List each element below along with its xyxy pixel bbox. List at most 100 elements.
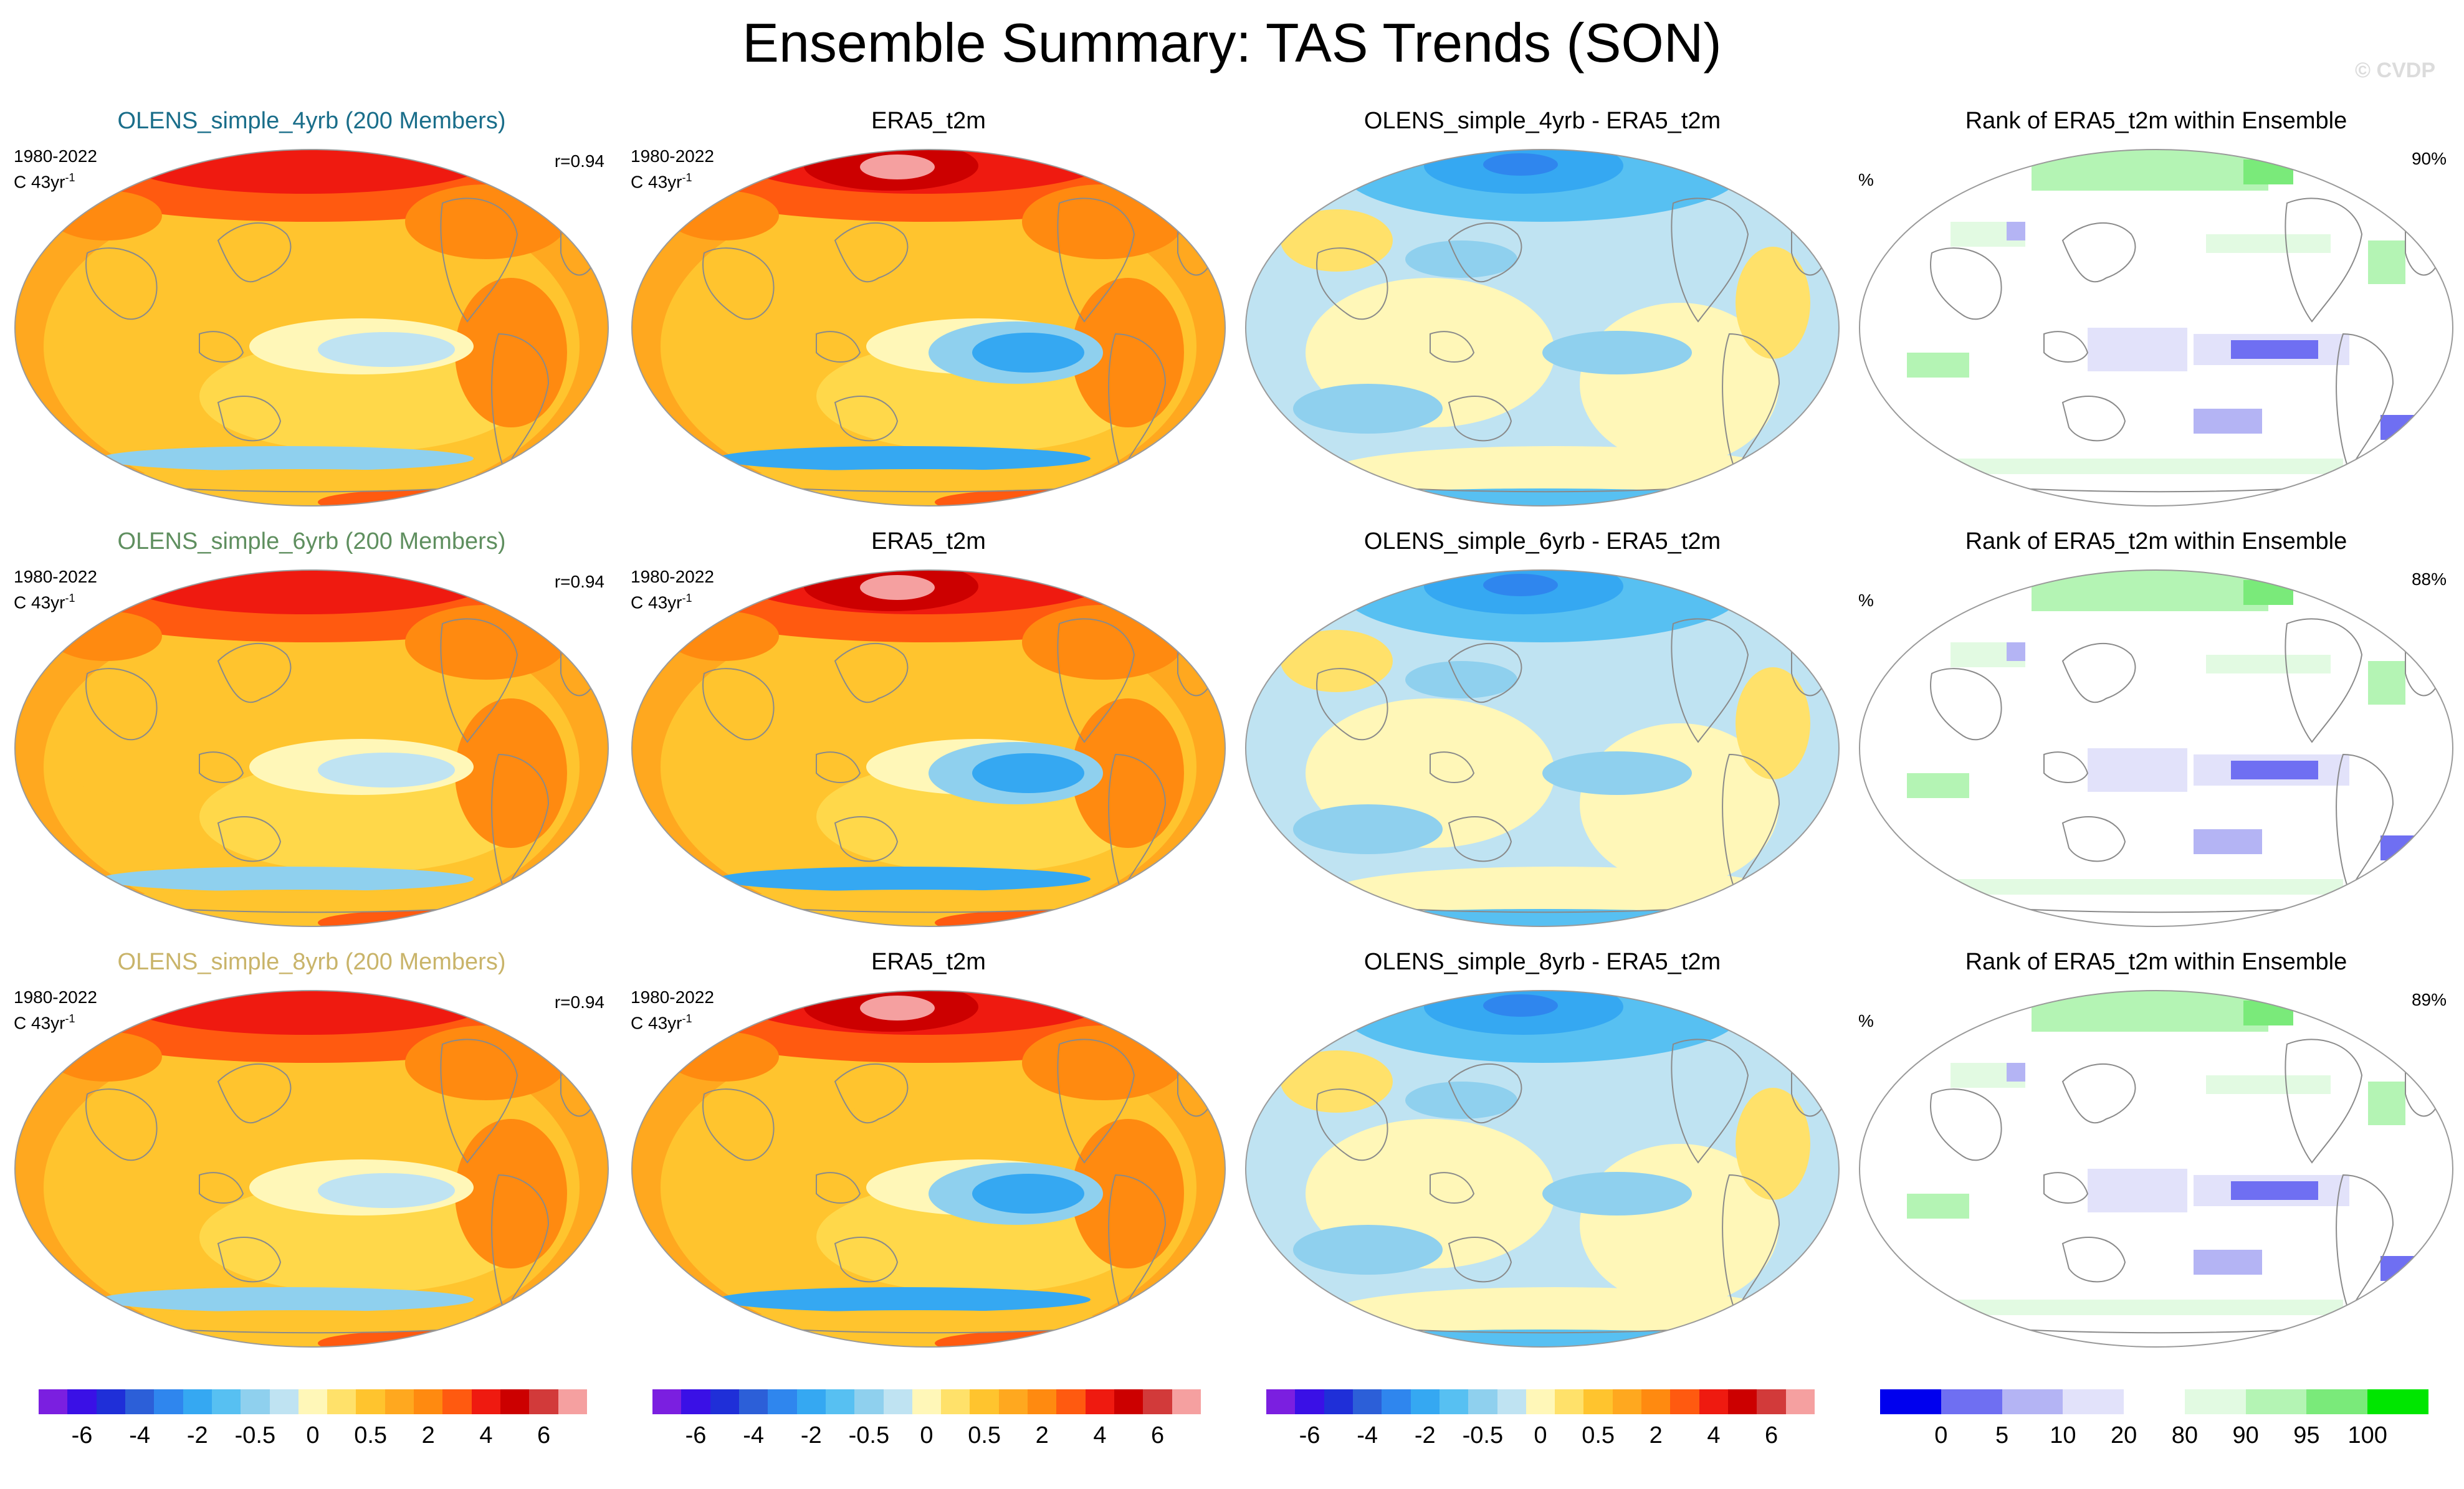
colorbar-tick-label: -4 — [129, 1422, 150, 1449]
colorbar-box — [1382, 1389, 1411, 1414]
colorbar-box — [768, 1389, 797, 1414]
units-text: C 43yr — [14, 592, 65, 612]
colorbar-box — [2002, 1389, 2063, 1414]
percent-unit: % — [1858, 170, 1874, 189]
colorbar-tick-label: -6 — [1299, 1422, 1320, 1449]
colorbar-tick-label: 0.5 — [968, 1422, 1001, 1449]
panel-title: OLENS_simple_6yrb - ERA5_t2m — [1363, 528, 1721, 554]
units-exponent: -1 — [65, 1012, 75, 1025]
colorbar-tick-label: 80 — [2171, 1422, 2199, 1449]
diff-map — [1245, 990, 1840, 1348]
colorbar-box — [1056, 1389, 1086, 1414]
colorbar-tick-label: 90 — [2232, 1422, 2259, 1449]
globe-outline — [14, 569, 609, 927]
colorbar-box — [854, 1389, 884, 1414]
colorbar-box — [183, 1389, 212, 1414]
colorbar-tick-label: 6 — [537, 1422, 551, 1449]
colorbar-box — [500, 1389, 530, 1414]
globe-outline — [631, 569, 1226, 927]
units-label: C 43yr-1 — [631, 167, 692, 193]
colorbar-box — [1526, 1389, 1555, 1414]
colorbar-box — [2367, 1389, 2429, 1414]
trend-colorbar-2: -6 -4 -2 -0.5 0 0.5 2 4 6 — [652, 1389, 1201, 1489]
panel-title: Rank of ERA5_t2m within Ensemble — [1965, 108, 2347, 134]
watermark: © CVDP — [2355, 59, 2435, 82]
colorbar-box — [710, 1389, 739, 1414]
colorbar-tick-label: -6 — [71, 1422, 93, 1449]
trend-colorbar-3: -6 -4 -2 -0.5 0 0.5 2 4 6 — [1266, 1389, 1815, 1489]
colorbar-tick-label: 2 — [421, 1422, 435, 1449]
globe-outline — [14, 990, 609, 1348]
colorbar-tick-label: 2 — [1035, 1422, 1049, 1449]
rank-percentage: 88% — [2411, 569, 2447, 589]
colorbar-box — [442, 1389, 472, 1414]
colorbar-box — [125, 1389, 155, 1414]
colorbar-box — [912, 1389, 942, 1414]
colorbar-box — [1497, 1389, 1526, 1414]
colorbar-box — [1670, 1389, 1699, 1414]
colorbar-tick-label: 2 — [1649, 1422, 1663, 1449]
colorbar-boxes — [652, 1389, 1201, 1414]
colorbar-tick-label: 6 — [1150, 1422, 1165, 1449]
colorbar-box — [883, 1389, 912, 1414]
period-label: 1980-2022 — [631, 987, 714, 1007]
colorbar-tick-label: -0.5 — [1462, 1422, 1504, 1449]
diff-map — [1245, 569, 1840, 927]
units-label: C 43yr-1 — [14, 167, 75, 193]
units-text: C 43yr — [14, 1013, 65, 1033]
colorbar-tick-label: -0.5 — [234, 1422, 276, 1449]
panel-title: Rank of ERA5_t2m within Ensemble — [1965, 949, 2347, 975]
panel-obs-row-1: ERA5_t2m 1980-2022 C 43yr-1 — [623, 106, 1234, 517]
globe-outline — [1859, 569, 2453, 927]
colorbar-box — [1583, 1389, 1613, 1414]
rank-percentage: 90% — [2411, 149, 2447, 168]
colorbar-box — [1555, 1389, 1584, 1414]
colorbar-box — [825, 1389, 855, 1414]
figure-title: Ensemble Summary: TAS Trends (SON) — [742, 12, 1722, 74]
globe-outline — [631, 990, 1226, 1348]
colorbar-box — [652, 1389, 682, 1414]
colorbar-box — [1295, 1389, 1324, 1414]
panel-rank-row-2: Rank of ERA5_t2m within Ensemble% 88% — [1851, 526, 2462, 938]
colorbar-box — [1941, 1389, 2002, 1414]
colorbar-box — [241, 1389, 270, 1414]
pattern-correlation: r=0.94 — [554, 572, 604, 591]
colorbar-tick-label: 6 — [1764, 1422, 1779, 1449]
colorbar-tick-label: 4 — [479, 1422, 493, 1449]
units-label: C 43yr-1 — [631, 588, 692, 613]
obs-map — [631, 569, 1226, 927]
units-exponent: -1 — [682, 592, 692, 604]
colorbar-box — [327, 1389, 356, 1414]
colorbar-box — [1468, 1389, 1497, 1414]
colorbar-tick-label: 20 — [2110, 1422, 2137, 1449]
panel-title: ERA5_t2m — [871, 108, 986, 134]
colorbar-box — [738, 1389, 768, 1414]
colorbar-tick-label: 100 — [2347, 1422, 2387, 1449]
colorbar-tick-label: 0.5 — [354, 1422, 388, 1449]
trend-colorbar-1: -6 -4 -2 -0.5 0 0.5 2 4 6 — [39, 1389, 587, 1489]
colorbar-box — [1641, 1389, 1671, 1414]
percent-unit: % — [1858, 591, 1874, 610]
period-label: 1980-2022 — [14, 987, 97, 1007]
colorbar-box — [2124, 1389, 2185, 1414]
colorbar-box — [2306, 1389, 2368, 1414]
colorbar-tick-label: 10 — [2050, 1422, 2076, 1449]
colorbar-tick-label: 4 — [1707, 1422, 1721, 1449]
rank-colorbar: 0 5 10 20 80 90 95 100 — [1880, 1389, 2429, 1489]
colorbar-tick-label: 95 — [2293, 1422, 2320, 1449]
panel-diff-row-1: OLENS_simple_4yrb - ERA5_t2m — [1237, 106, 1848, 517]
units-text: C 43yr — [631, 592, 682, 612]
units-text: C 43yr — [631, 172, 682, 192]
colorbar-tick-label: 0.5 — [1582, 1422, 1615, 1449]
panel-obs-row-3: ERA5_t2m 1980-2022 C 43yr-1 — [623, 947, 1234, 1358]
rank-map — [1859, 569, 2453, 927]
colorbar-box — [558, 1389, 587, 1414]
units-label: C 43yr-1 — [14, 588, 75, 613]
colorbar-box — [1612, 1389, 1642, 1414]
units-label: C 43yr-1 — [631, 1008, 692, 1034]
colorbar-tick-label: 0 — [1534, 1422, 1547, 1449]
colorbar-tick-label: 4 — [1093, 1422, 1107, 1449]
colorbar-box — [796, 1389, 826, 1414]
panel-title: ERA5_t2m — [871, 949, 986, 975]
panel-title: OLENS_simple_6yrb (200 Members) — [117, 528, 506, 554]
